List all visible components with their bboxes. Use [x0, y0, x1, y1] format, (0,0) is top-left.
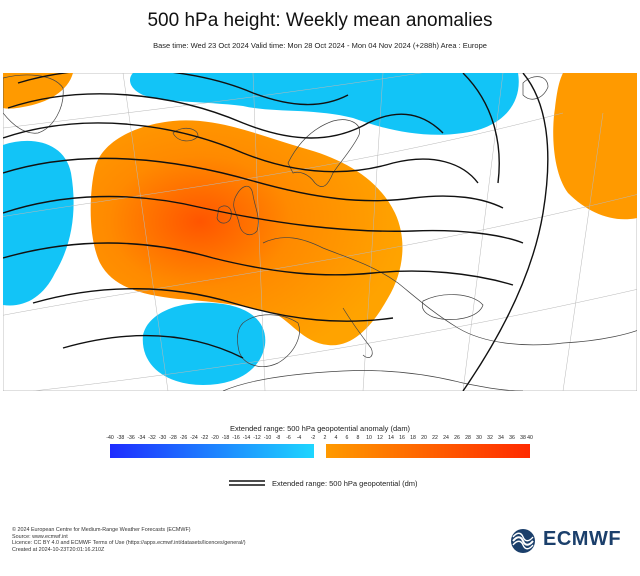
footer-copyright: © 2024 European Centre for Medium-Range …: [12, 527, 191, 533]
anomaly-legend-title: Extended range: 500 hPa geopotential ano…: [229, 424, 411, 433]
tick-label: -38: [116, 435, 125, 441]
contour-1: [17, 73, 349, 106]
contour-7: [32, 288, 394, 322]
tick-label: 24: [443, 435, 449, 441]
contour-5: [3, 195, 524, 244]
tick-label: 16: [399, 435, 405, 441]
coast-iceland: [172, 127, 199, 142]
contour-8: [62, 334, 244, 359]
coast-scandinavia: [287, 119, 360, 187]
tick-label: 6: [345, 435, 349, 441]
coast-north-africa: [222, 370, 524, 391]
tick-label: 8: [356, 435, 360, 441]
tick-label: 28: [465, 435, 471, 441]
positive-anomaly-colorbar: [326, 444, 530, 458]
contour-4: [3, 157, 504, 209]
tick-label: 40: [527, 435, 533, 441]
tick-label: -32: [148, 435, 156, 441]
coast-italy: [342, 307, 373, 358]
tick-label: 18: [410, 435, 416, 441]
tick-label: -8: [275, 435, 281, 441]
tick-label: -34: [137, 435, 146, 441]
coast-novaya-zemlya: [522, 76, 549, 100]
tick-label: -16: [232, 435, 240, 441]
tick-label: 4: [334, 435, 338, 441]
contour-10: [462, 73, 500, 184]
map-subtitle: Base time: Wed 23 Oct 2024 Valid time: M…: [153, 41, 487, 50]
ecmwf-logo-text: ECMWF: [543, 528, 622, 550]
coast-iberia: [237, 314, 300, 367]
coast-ireland: [216, 205, 232, 224]
tick-label: -2: [310, 435, 316, 441]
tick-label: -12: [253, 435, 261, 441]
tick-label: 20: [421, 435, 427, 441]
tick-label: 38: [520, 435, 526, 441]
tick-label: 30: [476, 435, 482, 441]
tick-label: 32: [487, 435, 493, 441]
ecmwf-logo-icon: [511, 529, 535, 553]
tick-label: -20: [211, 435, 219, 441]
map-title: 500 hPa height: Weekly mean anomalies: [147, 10, 493, 31]
footer-created: Created at 2024-10-23T20:01:16.210Z: [12, 546, 105, 553]
legend-tick-labels: -40 -38 -36 -34 -32 -30 -28 -26 -24 -22 …: [0, 435, 640, 445]
tick-label: 2: [323, 435, 327, 441]
contour-6: [3, 242, 514, 286]
coast-black-sea: [421, 294, 484, 320]
footer-source: Source: www.ecmwf.int: [12, 533, 68, 540]
tick-label: -10: [263, 435, 272, 441]
footer-licence: Licence: CC BY 4.0 and ECMWF Terms of Us…: [12, 540, 246, 547]
geopotential-line-legend-icon: [229, 480, 265, 486]
coast-greenland: [3, 74, 64, 134]
tick-label: -26: [179, 435, 188, 441]
contour-2: [7, 93, 444, 139]
tick-label: -22: [200, 435, 209, 441]
tick-label: -36: [127, 435, 135, 441]
geopotential-legend-label: Extended range: 500 hPa geopotential (dm…: [272, 479, 418, 488]
contour-9: [462, 73, 549, 391]
tick-label: -14: [242, 435, 251, 441]
tick-label: 36: [509, 435, 515, 441]
tick-label: -18: [221, 435, 230, 441]
tick-label: -24: [190, 435, 198, 441]
tick-label: 34: [498, 435, 504, 441]
tick-label: -6: [286, 435, 291, 441]
warm-anomaly-central: [90, 120, 403, 346]
tick-label: 26: [454, 435, 460, 441]
cold-anomaly-north: [130, 73, 519, 135]
tick-label: 14: [388, 435, 394, 441]
negative-anomaly-colorbar: [110, 444, 314, 458]
coast-mainland: [262, 237, 637, 346]
tick-label: 22: [432, 435, 438, 441]
tick-label: -4: [296, 435, 302, 441]
tick-label: 10: [366, 435, 372, 441]
contour-3: [3, 122, 479, 184]
footer-credits: © 2024 European Centre for Medium-Range …: [12, 527, 246, 553]
tick-label: -28: [169, 435, 177, 441]
tick-label: 12: [377, 435, 383, 441]
warm-anomaly-east: [553, 73, 637, 220]
tick-label: -30: [158, 435, 167, 441]
cold-anomaly-west: [3, 140, 74, 306]
tick-label: -40: [106, 435, 114, 441]
anomaly-map: [3, 73, 637, 391]
cold-anomaly-southwest: [142, 302, 266, 385]
